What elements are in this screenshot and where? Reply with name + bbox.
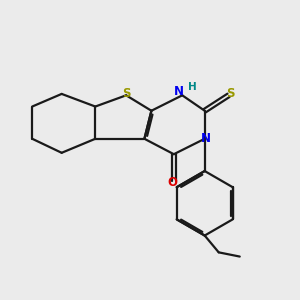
- Text: N: N: [201, 132, 211, 145]
- Text: H: H: [188, 82, 197, 92]
- Text: N: N: [174, 85, 184, 98]
- Text: S: S: [226, 87, 234, 101]
- Text: S: S: [122, 87, 130, 101]
- Text: O: O: [167, 176, 177, 189]
